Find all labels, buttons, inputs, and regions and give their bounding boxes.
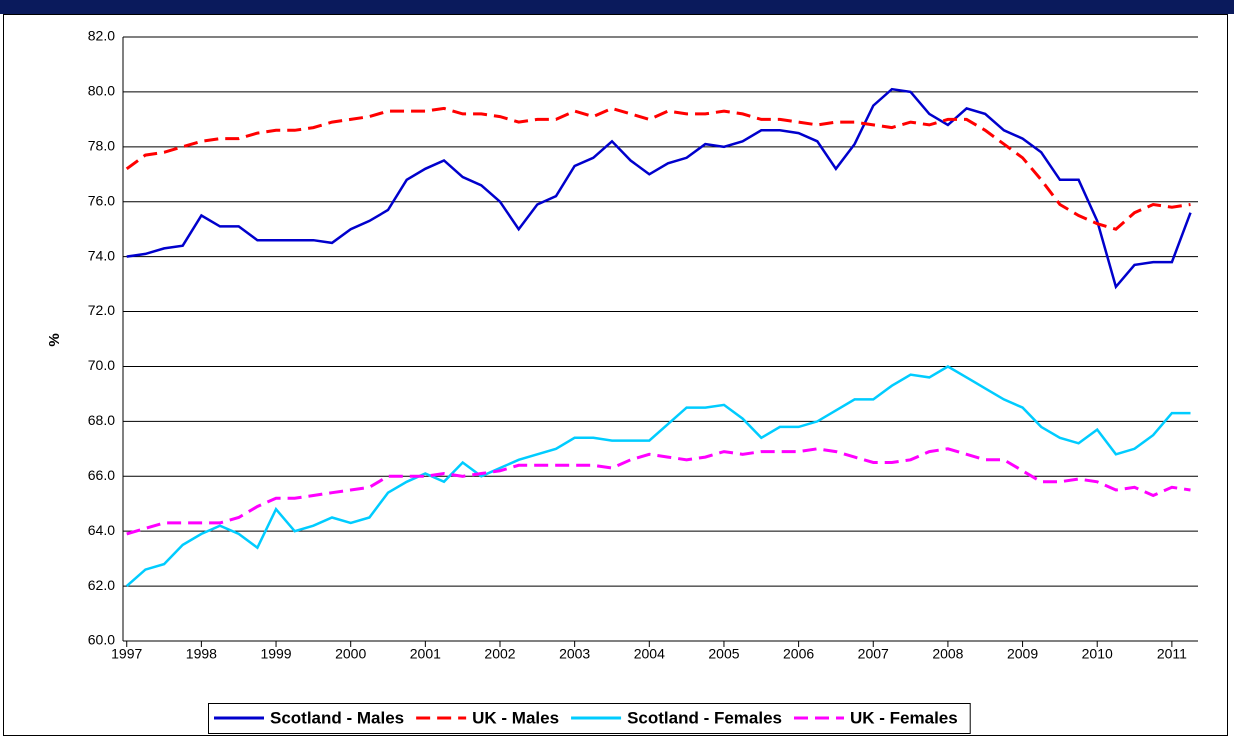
y-tick-label: 62.0	[88, 577, 115, 593]
y-tick-label: 76.0	[88, 192, 115, 208]
x-tick-label: 1997	[111, 646, 142, 662]
y-tick-label: 78.0	[88, 138, 115, 154]
legend-label: UK - Females	[850, 708, 958, 727]
x-tick-label: 2008	[932, 646, 963, 662]
legend-label: UK - Males	[472, 708, 559, 727]
y-tick-label: 66.0	[88, 467, 115, 483]
x-tick-label: 2010	[1082, 646, 1113, 662]
y-tick-label: 64.0	[88, 522, 115, 538]
series-line	[125, 106, 1191, 231]
legend-label: Scotland - Males	[270, 708, 404, 727]
x-tick-label: 2006	[783, 646, 814, 662]
x-tick-label: 2011	[1157, 646, 1187, 662]
y-tick-label: 80.0	[88, 83, 115, 99]
chart-frame	[3, 14, 1228, 736]
x-tick-label: 2000	[335, 646, 366, 662]
y-axis-label: %	[46, 333, 63, 346]
y-tick-label: 68.0	[88, 412, 115, 428]
x-tick-label: 2007	[858, 646, 889, 662]
y-tick-label: 74.0	[88, 247, 115, 263]
x-tick-label: 2003	[559, 646, 590, 662]
x-tick-label: 2001	[410, 646, 441, 662]
header-bar	[0, 0, 1234, 14]
series-line	[125, 365, 1191, 588]
y-tick-label: 82.0	[88, 28, 115, 44]
series-line	[126, 87, 1192, 290]
x-tick-label: 2004	[634, 646, 665, 662]
x-tick-label: 1999	[260, 646, 291, 662]
x-tick-label: 2009	[1007, 646, 1038, 662]
x-tick-label: 1998	[186, 646, 217, 662]
legend-label: Scotland - Females	[627, 708, 782, 727]
y-tick-label: 60.0	[88, 632, 115, 648]
x-tick-label: 2002	[484, 646, 515, 662]
series-line	[126, 447, 1191, 536]
x-tick-label: 2005	[708, 646, 739, 662]
y-tick-label: 70.0	[88, 357, 115, 373]
y-tick-label: 72.0	[88, 302, 115, 318]
